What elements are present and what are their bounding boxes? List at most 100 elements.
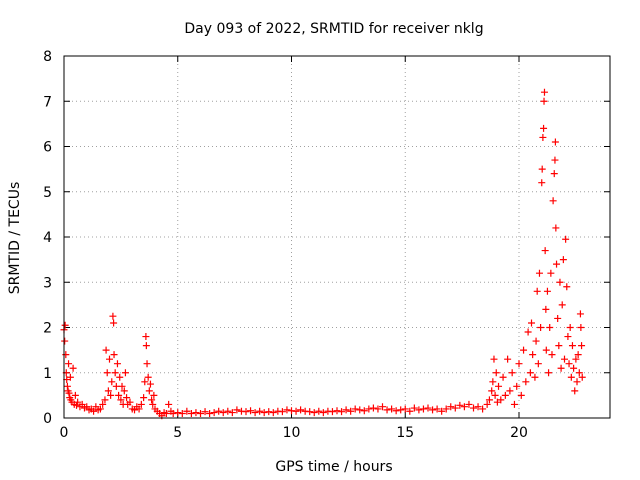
data-point (265, 408, 273, 416)
data-point (488, 387, 496, 395)
data-point (183, 407, 191, 415)
data-point (546, 324, 554, 331)
data-point (551, 138, 559, 146)
data-point (192, 409, 200, 417)
data-point (433, 405, 441, 413)
data-point (107, 391, 115, 399)
x-tick-label-20: 20 (510, 425, 528, 441)
y-tick-label-6: 6 (43, 140, 52, 156)
data-point (504, 355, 512, 363)
data-point (73, 401, 81, 409)
data-point (542, 346, 550, 354)
data-point (565, 360, 573, 368)
x-tick-label-15: 15 (396, 425, 414, 441)
data-point (513, 382, 521, 390)
data-point (540, 124, 548, 132)
data-point (104, 387, 112, 395)
data-point (148, 396, 156, 404)
data-point (563, 283, 571, 291)
data-point (526, 369, 534, 377)
data-point (63, 382, 71, 390)
data-point (406, 407, 414, 415)
data-point (547, 269, 555, 277)
data-point (572, 355, 580, 363)
data-point (174, 409, 182, 417)
data-point (113, 360, 121, 368)
data-point (531, 373, 539, 381)
data-point (121, 369, 129, 377)
data-point (429, 406, 437, 414)
data-point (74, 398, 82, 406)
data-point (578, 373, 586, 381)
data-point (465, 400, 473, 408)
data-point (556, 278, 564, 286)
y-tick-label-8: 8 (43, 49, 52, 65)
data-point (292, 407, 300, 415)
data-point (419, 405, 427, 413)
y-tick-label-7: 7 (43, 94, 52, 110)
data-point (162, 409, 170, 417)
data-point (297, 406, 305, 414)
x-axis-label: GPS time / hours (275, 459, 392, 475)
data-point (315, 407, 323, 415)
data-point (143, 360, 151, 368)
data-point (490, 355, 498, 363)
data-point (470, 404, 477, 412)
data-point (578, 342, 586, 350)
data-point (260, 409, 268, 417)
data-point (456, 401, 464, 409)
data-point (78, 400, 86, 408)
chart-title: Day 093 of 2022, SRMTID for receiver nkl… (184, 21, 483, 37)
data-point (540, 97, 548, 105)
data-point (374, 405, 382, 413)
data-point (538, 165, 546, 173)
data-point (108, 378, 116, 386)
data-point (489, 378, 497, 386)
data-point (233, 406, 241, 414)
data-point (551, 156, 559, 164)
data-point (499, 373, 507, 381)
data-point (150, 391, 158, 399)
data-point (554, 314, 562, 322)
data-point (142, 333, 150, 341)
data-point (424, 404, 432, 412)
data-point (549, 197, 557, 205)
data-point (66, 373, 74, 381)
data-point (142, 342, 150, 350)
data-point (117, 396, 125, 404)
data-point (110, 351, 118, 359)
data-point (169, 409, 177, 417)
data-point (451, 404, 459, 412)
data-point (102, 346, 110, 354)
data-point (165, 400, 173, 408)
data-point (178, 409, 186, 417)
data-point (333, 407, 341, 415)
data-point (510, 400, 518, 408)
data-point (570, 364, 578, 372)
data-point (106, 355, 113, 363)
y-tick-label-4: 4 (43, 230, 52, 246)
data-point (347, 407, 355, 415)
data-point (90, 407, 98, 415)
data-point (115, 391, 123, 399)
data-point (564, 333, 572, 341)
data-point (542, 305, 550, 313)
data-point (568, 342, 576, 350)
data-point (558, 301, 566, 309)
data-point (548, 351, 556, 359)
y-tick-label-3: 3 (43, 275, 52, 291)
data-point (438, 407, 446, 415)
data-point (491, 391, 499, 399)
data-point (553, 260, 561, 268)
data-point (540, 88, 548, 96)
y-tick-label-2: 2 (43, 321, 52, 337)
data-point (187, 409, 195, 417)
data-point (495, 382, 503, 390)
data-point (356, 406, 364, 414)
data-point (515, 360, 523, 368)
data-point (338, 408, 346, 416)
data-point (517, 391, 525, 399)
data-point (101, 396, 109, 404)
data-point (574, 351, 582, 359)
data-point (550, 170, 558, 178)
